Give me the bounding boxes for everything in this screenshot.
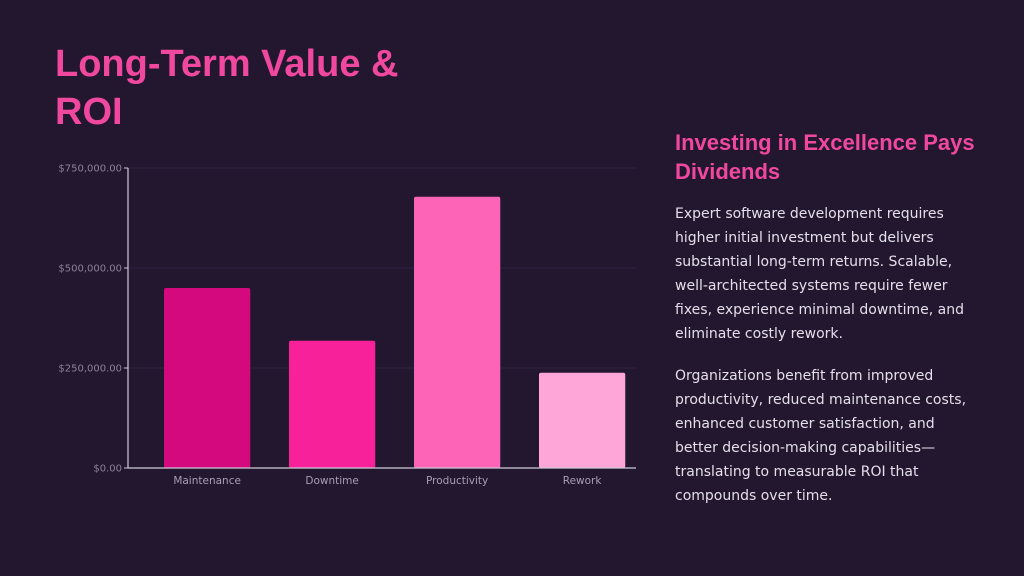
y-tick-label: $0.00 xyxy=(93,464,122,475)
aside-panel: Investing in Excellence Pays Dividends E… xyxy=(675,128,975,526)
x-label-downtime: Downtime xyxy=(305,475,358,487)
y-tick-label: $250,000.00 xyxy=(58,364,122,375)
aside-paragraph-1: Expert software development requires hig… xyxy=(675,206,965,342)
x-label-maintenance: Maintenance xyxy=(173,475,241,487)
x-label-rework: Rework xyxy=(563,475,603,487)
y-tick-label: $750,000.00 xyxy=(58,164,122,175)
bar-chart: $0.00 $250,000.00 $500,000.00 $750,000.00 M… xyxy=(58,164,636,487)
aside-paragraph-2: Organizations benefit from improved prod… xyxy=(675,368,967,504)
bar-rework xyxy=(539,372,626,468)
bars xyxy=(164,196,626,469)
aside-heading: Investing in Excellence Pays Dividends xyxy=(675,130,975,184)
page-title: Long-Term Value & ROI xyxy=(55,43,399,133)
bar-productivity xyxy=(414,196,501,469)
y-tick-label: $500,000.00 xyxy=(58,264,122,275)
bar-downtime xyxy=(289,340,376,468)
axes xyxy=(127,168,636,469)
y-tick-labels: $0.00 $250,000.00 $500,000.00 $750,000.00 xyxy=(58,164,128,475)
x-label-productivity: Productivity xyxy=(426,475,488,487)
x-category-labels: Maintenance Downtime Productivity Rework xyxy=(173,475,602,487)
bar-maintenance xyxy=(164,288,251,468)
